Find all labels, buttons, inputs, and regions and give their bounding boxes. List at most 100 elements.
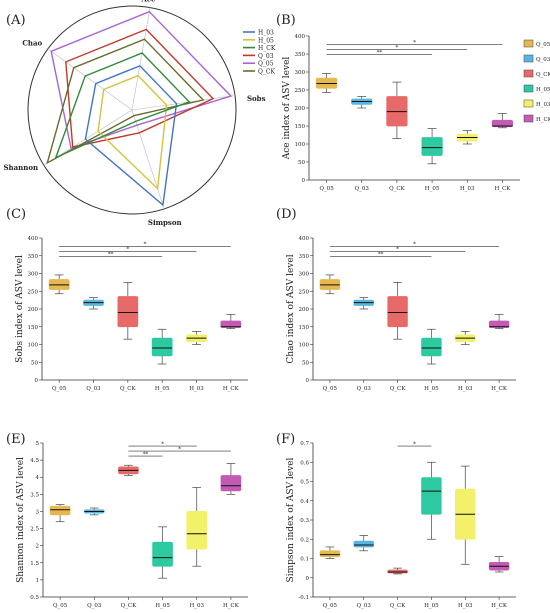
x-tick-label: Q_03 [355, 186, 370, 192]
radar-axis-label: Ace [140, 0, 156, 4]
x-tick-label: H_CK [223, 386, 240, 392]
y-tick-label: 50 [298, 160, 305, 166]
box-H_03 [186, 511, 208, 550]
x-tick-label: Q_CK [389, 186, 405, 192]
radar-legend-label: H_03 [258, 30, 274, 37]
radar-axis-label: Chao [22, 39, 42, 48]
y-tick-label: 50 [302, 360, 309, 366]
y-tick-label: 0.1 [300, 557, 309, 563]
x-tick-label: Q_05 [323, 603, 338, 609]
y-tick-label: 0.4 [300, 499, 309, 505]
radar-spoke [131, 7, 151, 111]
y-tick-label: 0 [302, 178, 306, 184]
significance-label: * [413, 40, 416, 46]
significance-label: * [126, 247, 129, 253]
x-tick-label: H_05 [425, 186, 440, 192]
y-tick-label: 100 [295, 142, 306, 148]
y-tick-label: 4 [36, 475, 40, 481]
y-tick-label: 0.6 [300, 460, 309, 466]
legend-swatch-H_03 [523, 99, 534, 108]
significance-label: ** [377, 50, 383, 56]
legend-swatch-H_CK [523, 114, 534, 123]
x-tick-label: H_CK [491, 386, 508, 392]
x-tick-label: Q_CK [390, 386, 406, 392]
y-tick-label: 250 [28, 289, 39, 295]
y-tick-label: 0.3 [300, 518, 309, 524]
legend-swatch-Q_CK [523, 69, 534, 78]
box-H_CK [491, 119, 514, 128]
box-H_05 [421, 337, 442, 357]
box-H_CK [220, 475, 242, 492]
y-tick-label: 150 [28, 325, 39, 331]
significance-label: * [413, 242, 416, 248]
y-tick-label: 300 [28, 272, 39, 278]
legend-label: H_CK [536, 117, 550, 123]
y-axis-label: Sobs index of ASV level [15, 255, 25, 363]
legend-swatch-Q_05 [523, 39, 534, 48]
y-tick-label: 50 [31, 360, 38, 366]
x-tick-label: Q_CK [120, 386, 136, 392]
box-H_05 [152, 541, 173, 567]
x-tick-label: H_CK [223, 603, 240, 609]
y-tick-label: 200 [28, 307, 39, 313]
y-tick-label: 150 [299, 325, 310, 331]
significance-label: ** [108, 252, 114, 258]
legend-swatch-Q_03 [523, 54, 534, 63]
radar-legend-label: Q_CK [258, 69, 276, 76]
box-H_CK [488, 320, 510, 328]
radar-axis-label: Shannon [3, 163, 38, 172]
y-tick-label: 3.5 [30, 492, 39, 498]
legend-label: Q_CK [536, 72, 550, 78]
y-tick-label: 350 [295, 52, 306, 58]
radar-axis-label: Simpson [148, 218, 182, 227]
x-tick-label: H_CK [494, 186, 511, 192]
panel-label: (F) [276, 432, 295, 447]
x-tick-label: H_03 [458, 386, 473, 392]
y-tick-label: 100 [299, 343, 310, 349]
y-tick-label: 0.7 [300, 441, 309, 447]
y-tick-label: 300 [295, 70, 306, 76]
box-Q_05 [319, 550, 341, 557]
y-tick-label: 150 [295, 124, 306, 130]
radar-outer-circle [27, 5, 237, 215]
significance-label: ** [143, 451, 149, 457]
y-tick-label: 400 [295, 34, 306, 40]
y-tick-label: 250 [295, 88, 306, 94]
y-tick-label: 200 [299, 307, 310, 313]
box-H_05 [421, 477, 442, 515]
x-tick-label: H_CK [491, 603, 508, 609]
legend-label: H_03 [536, 102, 550, 108]
significance-label: * [413, 441, 416, 447]
panel-label: (B) [276, 13, 296, 28]
x-tick-label: H_05 [424, 603, 439, 609]
box-Q_CK [117, 296, 139, 328]
y-tick-label: 400 [299, 236, 310, 242]
x-tick-label: H_03 [189, 603, 204, 609]
y-tick-label: 2 [36, 544, 40, 550]
y-tick-label: 0.5 [30, 595, 39, 601]
significance-label: * [144, 242, 147, 248]
significance-label: * [161, 441, 164, 447]
y-tick-label: 0 [306, 576, 310, 582]
y-tick-label: 2.5 [30, 527, 39, 533]
x-tick-label: Q_05 [52, 386, 67, 392]
y-axis-label: Ace index of ASV level [282, 57, 292, 161]
x-tick-label: H_03 [460, 186, 475, 192]
significance-label: * [178, 446, 181, 452]
box-Q_05 [49, 505, 71, 516]
legend-swatch-H_05 [523, 84, 534, 93]
radar-legend-label: Q_05 [258, 61, 274, 68]
x-tick-label: Q_03 [357, 386, 372, 392]
box-H_CK [220, 320, 242, 328]
panel-label: (D) [276, 207, 297, 222]
panel-label: (A) [6, 13, 26, 28]
y-tick-label: 400 [28, 236, 39, 242]
radar-spoke [47, 48, 133, 111]
x-tick-label: H_03 [189, 386, 204, 392]
y-tick-label: 100 [28, 343, 39, 349]
y-tick-label: 200 [295, 106, 306, 112]
legend-label: Q_03 [536, 57, 550, 63]
y-tick-label: 0 [35, 378, 39, 384]
x-tick-label: Q_03 [86, 386, 101, 392]
y-tick-label: 0 [306, 378, 310, 384]
